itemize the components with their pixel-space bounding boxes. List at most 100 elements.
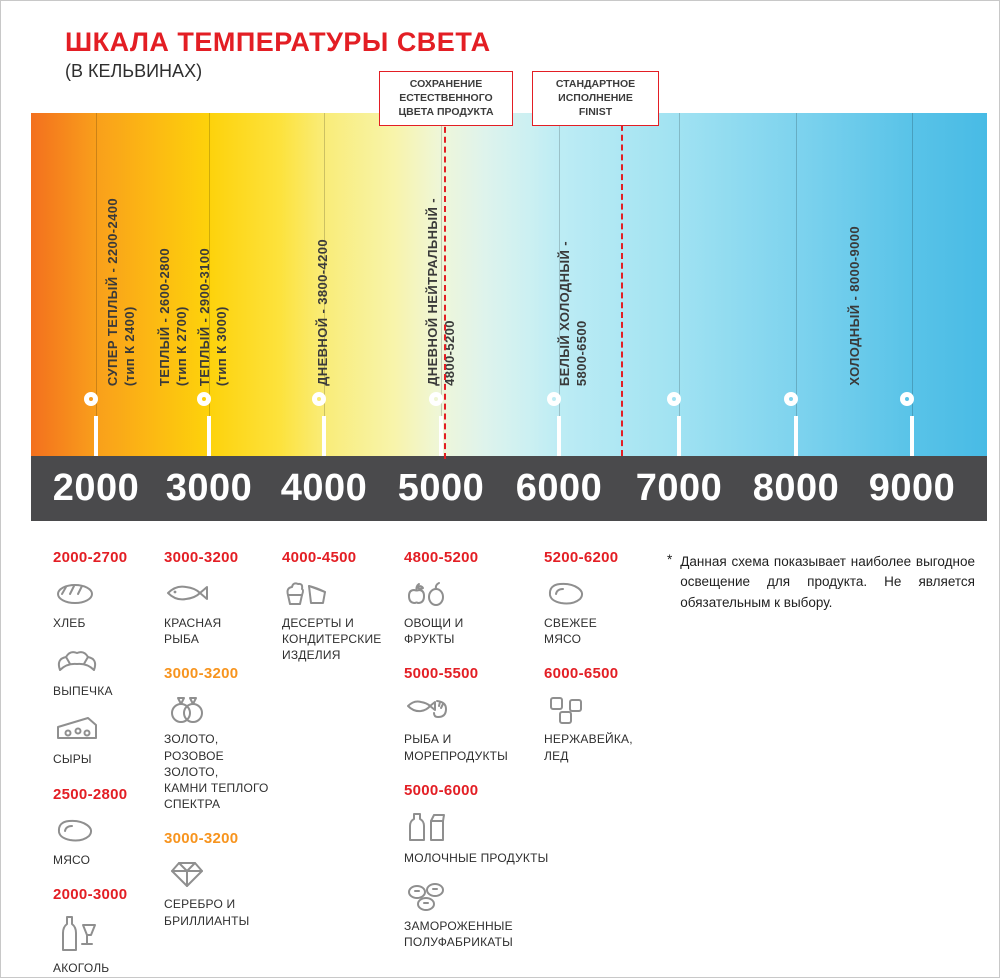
kelvin-axis-bar: 2000 3000 4000 5000 6000 7000 8000 9000 — [31, 456, 987, 521]
product-item: ХЛЕБ — [53, 576, 153, 631]
product-label: АКОГОЛЬ — [53, 960, 110, 975]
page-title: ШКАЛА ТЕМПЕРАТУРЫ СВЕТА — [65, 27, 491, 57]
zone-label-super-warm: СУПЕР ТЕПЛЫЙ - 2200-2400 (тип К 2400) — [105, 198, 139, 386]
kelvin-gridline — [912, 113, 913, 456]
kelvin-marker-stem — [910, 416, 914, 459]
kelvin-marker-circle — [312, 392, 326, 406]
dessert-icon — [282, 576, 404, 610]
kelvin-gridline — [209, 113, 210, 456]
meat-icon — [53, 813, 153, 847]
wine-bottle-icon — [53, 913, 153, 955]
vegetables-icon — [404, 576, 566, 610]
product-item: РЫБА И МОРЕПРОДУКТЫ — [404, 692, 566, 763]
kelvin-gridline — [324, 113, 325, 456]
zone-label-cold: ХОЛОДНЫЙ - 8000-9000 — [847, 226, 864, 386]
kelvin-tick: 4000 — [280, 467, 368, 509]
product-column-3000-3200: 3000-3200 КРАСНАЯ РЫБА 3000-3200 ЗОЛОТО,… — [164, 549, 276, 942]
page-subtitle: (В КЕЛЬВИНАХ) — [65, 61, 203, 81]
product-label: СЕРЕБРО И БРИЛЛИАНТЫ — [164, 897, 250, 928]
kelvin-marker-circle — [900, 392, 914, 406]
kelvin-marker-stem — [557, 416, 561, 459]
kelvin-marker-circle — [547, 392, 561, 406]
range-heading: 2000-3000 — [53, 885, 128, 903]
product-column-4800-6000: 4800-5200 ОВОЩИ И ФРУКТЫ 5000-5500 РЫБА … — [404, 549, 566, 963]
product-item: ЗАМОРОЖЕННЫЕ ПОЛУФАБРИКАТЫ — [404, 879, 566, 950]
range-heading: 3000-3200 — [164, 549, 239, 566]
range-heading: 5200-6200 — [544, 549, 619, 566]
range-heading: 4000-4500 — [282, 549, 357, 566]
product-label: РЫБА И МОРЕПРОДУКТЫ — [404, 732, 509, 763]
dashed-line-natural-color — [444, 117, 446, 459]
product-label: СВЕЖЕЕ МЯСО — [544, 616, 597, 647]
product-label: ДЕСЕРТЫ И КОНДИТЕРСКИЕ ИЗДЕЛИЯ — [282, 616, 382, 663]
product-label: ХЛЕБ — [53, 616, 86, 630]
zone-label-line: ДНЕВНОЙ НЕЙТРАЛЬНЫЙ - — [425, 198, 440, 386]
product-label: СЫРЫ — [53, 752, 92, 767]
kelvin-marker-circle — [197, 392, 211, 406]
product-item: ОВОЩИ И ФРУКТЫ — [404, 576, 566, 647]
steak-icon — [544, 576, 656, 610]
callout-line: ЕСТЕСТВЕННОГО — [399, 92, 493, 105]
zone-label-line: СУПЕР ТЕПЛЫЙ - 2200-2400 — [105, 197, 120, 386]
range-heading: 4800-5200 — [404, 549, 479, 566]
kelvin-marker-stem — [207, 416, 211, 459]
callout-line: СОХРАНЕНИЕ — [409, 78, 483, 90]
zone-label-line: ТЕПЛЫЙ - 2600-2800 — [157, 247, 172, 386]
product-label: МОЛОЧНЫЕ ПРОДУКТЫ — [404, 850, 549, 865]
croissant-icon — [53, 644, 153, 678]
kelvin-marker-stem — [322, 416, 326, 459]
zone-label-line: (тип К 2700) — [173, 306, 189, 386]
kelvin-tick: 2000 — [52, 467, 140, 509]
product-label: ВЫПЕЧКА — [53, 684, 113, 699]
frozen-food-icon — [404, 879, 566, 913]
range-heading: 5000-5500 — [404, 665, 479, 683]
range-heading: 3000-3200 — [164, 830, 239, 848]
product-item: ЗОЛОТО, РОЗОВОЕ ЗОЛОТО, КАМНИ ТЕПЛОГО СП… — [164, 692, 276, 812]
product-label: НЕРЖАВЕЙКА, ЛЕД — [544, 732, 633, 763]
kelvin-tick: 5000 — [397, 467, 485, 509]
kelvin-gridline — [559, 113, 560, 456]
callout-natural-color: СОХРАНЕНИЕ ЕСТЕСТВЕННОГО ЦВЕТА ПРОДУКТА — [379, 71, 513, 126]
cheese-icon — [53, 712, 153, 746]
product-label: ЗОЛОТО, РОЗОВОЕ ЗОЛОТО, КАМНИ ТЕПЛОГО СП… — [164, 732, 269, 812]
kelvin-marker-stem — [94, 416, 98, 459]
kelvin-marker-circle — [784, 392, 798, 406]
kelvin-gridline — [796, 113, 797, 456]
callout-line: ЦВЕТА ПРОДУКТА — [398, 106, 494, 119]
kelvin-marker-circle — [84, 392, 98, 406]
kelvin-marker-stem — [439, 416, 443, 459]
product-item: МЯСО — [53, 813, 153, 868]
product-item: НЕРЖАВЕЙКА, ЛЕД — [544, 692, 656, 763]
zone-label-line: ДНЕВНОЙ - 3800-4200 — [315, 239, 330, 386]
zone-label-cold-white: БЕЛЫЙ ХОЛОДНЫЙ - 5800-6500 — [557, 241, 591, 386]
ice-cubes-icon — [544, 692, 656, 726]
kelvin-gridline — [441, 113, 442, 456]
zone-label-warm-3000: ТЕПЛЫЙ - 2900-3100 (тип К 3000) — [197, 248, 231, 386]
callout-line: ИСПОЛНЕНИЕ — [558, 92, 633, 105]
product-item: СВЕЖЕЕ МЯСО — [544, 576, 656, 647]
footnote-asterisk: * — [667, 552, 673, 567]
product-item: КРАСНАЯ РЫБА — [164, 576, 276, 647]
range-heading: 6000-6500 — [544, 665, 619, 683]
product-column-5200-6500: 5200-6200 СВЕЖЕЕ МЯСО 6000-6500 НЕРЖАВЕЙ… — [544, 549, 656, 777]
kelvin-tick: 9000 — [868, 467, 956, 509]
range-heading: 5000-6000 — [404, 781, 479, 799]
kelvin-tick: 8000 — [752, 467, 840, 509]
zone-label-line: (тип К 3000) — [213, 306, 229, 386]
header: ШКАЛА ТЕМПЕРАТУРЫ СВЕТА (В КЕЛЬВИНАХ) — [65, 27, 491, 82]
footnote: * Данная схема показывает наиболее выгод… — [667, 552, 975, 613]
rings-icon — [164, 692, 276, 726]
kelvin-tick: 6000 — [515, 467, 603, 509]
bread-icon — [53, 576, 153, 610]
product-label: ЗАМОРОЖЕННЫЕ ПОЛУФАБРИКАТЫ — [404, 918, 513, 950]
product-label: ОВОЩИ И ФРУКТЫ — [404, 616, 464, 647]
product-item: СЫРЫ — [53, 712, 153, 767]
callout-line: FINIST — [578, 106, 613, 119]
product-item: ДЕСЕРТЫ И КОНДИТЕРСКИЕ ИЗДЕЛИЯ — [282, 576, 404, 664]
kelvin-marker-stem — [794, 416, 798, 459]
product-label: КРАСНАЯ РЫБА — [164, 616, 222, 647]
zone-label-daylight-neutral: ДНЕВНОЙ НЕЙТРАЛЬНЫЙ - 4800-5200 — [425, 198, 459, 386]
callout-finist-standard: СТАНДАРТНОЕ ИСПОЛНЕНИЕ FINIST — [532, 71, 659, 126]
callout-line: СТАНДАРТНОЕ — [555, 78, 636, 90]
